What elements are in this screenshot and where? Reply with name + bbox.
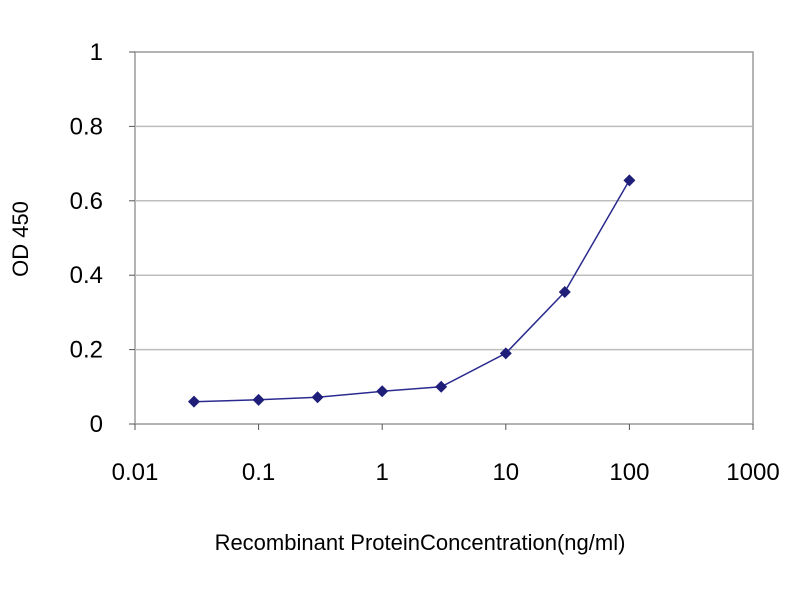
y-tick-label: 0.2: [70, 337, 103, 364]
y-tick-label: 0.8: [70, 113, 103, 140]
y-tick-label: 0.6: [70, 188, 103, 215]
data-point-marker: [252, 393, 265, 406]
x-tick-label: 100: [609, 459, 649, 486]
x-axis-ticks: 0.01 0.1 1 10 100 1000: [112, 424, 780, 486]
y-tick-label: 0: [90, 411, 103, 438]
x-tick-label: 1000: [726, 459, 779, 486]
data-point-marker: [499, 347, 512, 360]
data-point-marker: [376, 385, 389, 398]
y-axis-title: OD 450: [8, 201, 33, 277]
data-point-marker: [623, 174, 636, 187]
y-tick-label: 0.4: [70, 262, 103, 289]
data-point-marker: [311, 391, 324, 404]
x-axis-title: Recombinant ProteinConcentration(ng/ml): [215, 530, 626, 555]
data-point-marker: [435, 380, 448, 393]
plot-area: [134, 51, 754, 425]
data-points: [187, 174, 636, 408]
data-point-marker: [187, 395, 200, 408]
x-tick-label: 0.1: [242, 459, 275, 486]
y-axis-ticks: 0 0.2 0.4 0.6 0.8 1: [70, 39, 135, 438]
series-line: [193, 179, 631, 403]
data-point-marker: [558, 285, 571, 298]
y-tick-label: 1: [90, 39, 103, 66]
x-tick-label: 10: [492, 459, 519, 486]
grid-lines: [135, 125, 753, 351]
x-tick-label: 1: [376, 459, 389, 486]
x-tick-label: 0.01: [112, 459, 159, 486]
